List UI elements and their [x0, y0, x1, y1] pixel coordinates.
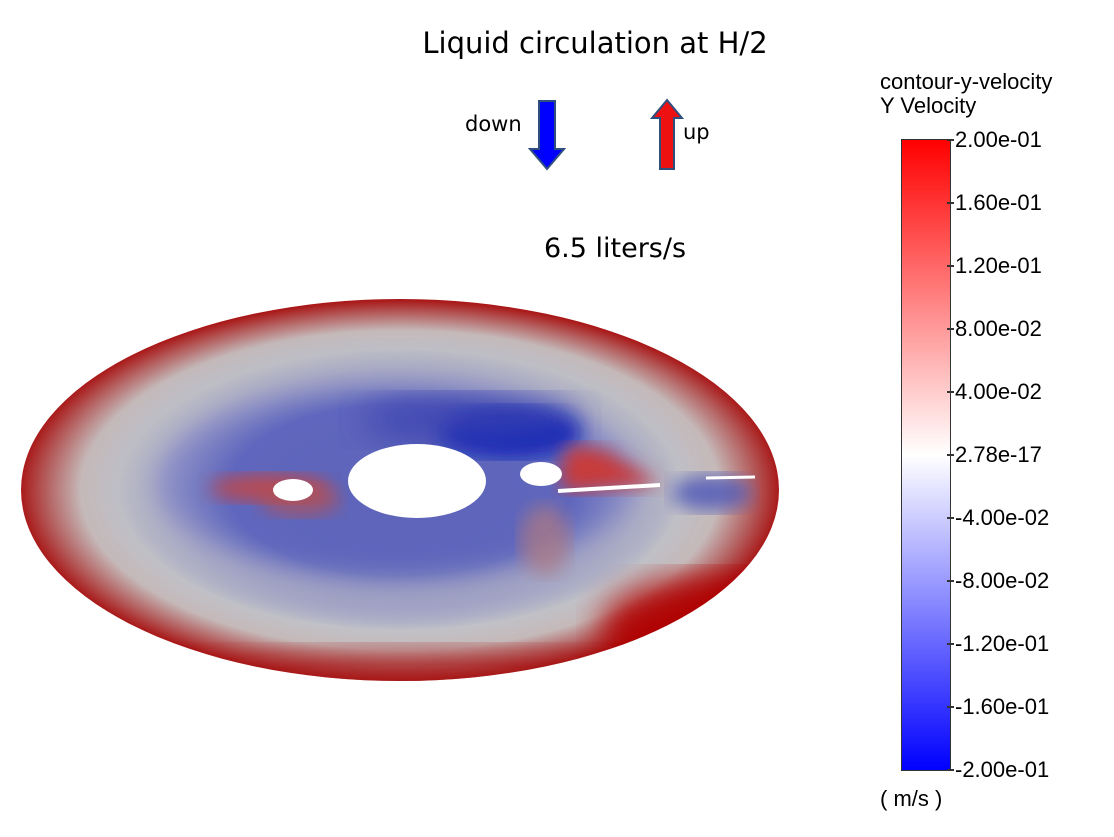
colorbar-title-line1: contour-y-velocity: [880, 69, 1053, 94]
colorbar-tick-label: 2.78e-17: [947, 444, 1095, 466]
flow-rate-label: 6.5 liters/s: [543, 233, 687, 264]
velocity-contour-disk: [21, 299, 779, 681]
colorbar-tick-label: 8.00e-02: [947, 318, 1095, 340]
colorbar-tick-label: -8.00e-02: [947, 570, 1095, 592]
colorbar-tick-label: 2.00e-01: [947, 129, 1095, 151]
figure-title: Liquid circulation at H/2: [422, 26, 768, 60]
colorbar-title-line2: Y Velocity: [880, 93, 977, 118]
colorbar-tick-label: -1.20e-01: [947, 633, 1095, 655]
down-arrow-icon: [528, 100, 566, 171]
colorbar-tick-label: -4.00e-02: [947, 507, 1095, 529]
up-arrow-icon: [650, 98, 684, 170]
colorbar-unit: ( m/s ): [880, 786, 943, 811]
colorbar-title: contour-y-velocity Y Velocity: [880, 70, 1052, 118]
colorbar-tick-label: -1.60e-01: [947, 696, 1095, 718]
colorbar-tick-label: 1.60e-01: [947, 192, 1095, 214]
down-label: down: [465, 112, 522, 136]
up-label: up: [683, 120, 710, 144]
colorbar-tick-label: 1.20e-01: [947, 255, 1095, 277]
colorbar: [901, 139, 951, 771]
colorbar-tick-label: 4.00e-02: [947, 381, 1095, 403]
colorbar-tick-label: -2.00e-01: [947, 759, 1095, 781]
